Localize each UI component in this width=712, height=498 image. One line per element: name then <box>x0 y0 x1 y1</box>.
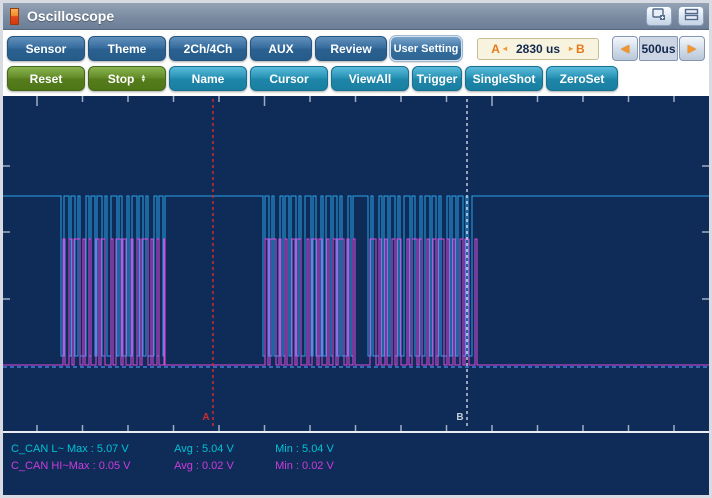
ab-left-arrow-icon: ◂ <box>502 44 507 53</box>
theme-button[interactable]: Theme <box>88 36 166 61</box>
channel-2-min: Min : 0.02 V <box>275 460 334 472</box>
new-window-icon <box>651 8 667 24</box>
timebase-decrease-button[interactable]: ◀ <box>612 36 638 61</box>
channel-2-measurements: C_CAN HI~Max : 0.05 V Avg : 0.02 V Min :… <box>11 458 709 475</box>
new-window-button[interactable] <box>646 6 672 26</box>
window-title: Oscilloscope <box>27 8 115 24</box>
ab-delta-value: 2830 us <box>515 41 561 56</box>
reset-button[interactable]: Reset <box>7 66 85 91</box>
cursor-a-label: A <box>202 412 210 423</box>
channel-2-max: C_CAN HI~Max : 0.05 V <box>11 460 131 472</box>
stop-run-button[interactable]: Stop ▲ ▼ <box>88 66 166 91</box>
singleshot-button[interactable]: SingleShot <box>465 66 543 91</box>
measurement-panel: C_CAN L~ Max : 5.07 V Avg : 5.04 V Min :… <box>3 436 709 495</box>
cursor-b-label: B <box>456 412 464 423</box>
toolbar-row-1: Sensor Theme 2Ch/4Ch AUX Review User Set… <box>7 36 709 61</box>
ab-right-arrow-icon: ▸ <box>569 44 574 53</box>
left-triangle-icon: ◀ <box>620 43 630 55</box>
stop-label: Stop <box>107 71 135 86</box>
trigger-button[interactable]: Trigger <box>412 66 462 91</box>
cursor-a-letter: A <box>491 41 500 56</box>
toolbar-row-2: Reset Stop ▲ ▼ Name Cursor ViewAll Trigge… <box>7 66 709 91</box>
split-view-icon <box>684 8 699 24</box>
waveform-display[interactable]: A B <box>3 96 709 436</box>
split-view-button[interactable] <box>678 6 704 26</box>
aux-button[interactable]: AUX <box>250 36 312 61</box>
app-badge-icon <box>10 7 19 25</box>
name-button[interactable]: Name <box>169 66 247 91</box>
user-setting-button[interactable]: User Setting <box>390 36 462 61</box>
cursor-button[interactable]: Cursor <box>250 66 328 91</box>
sensor-button[interactable]: Sensor <box>7 36 85 61</box>
scope-canvas[interactable] <box>3 96 709 436</box>
timebase-value: 500us <box>639 36 678 61</box>
run-state-spinner-icon: ▲ ▼ <box>140 73 147 84</box>
timebase-increase-button[interactable]: ▶ <box>679 36 705 61</box>
cursor-ab-readout[interactable]: A ◂ 2830 us ▸ B <box>477 37 599 60</box>
review-button[interactable]: Review <box>315 36 387 61</box>
cursor-b-letter: B <box>576 41 585 56</box>
channel-1-max: C_CAN L~ Max : 5.07 V <box>11 443 129 455</box>
timebase-control: ◀ 500us ▶ <box>612 36 705 61</box>
channel-2-avg: Avg : 0.02 V <box>174 460 234 472</box>
viewall-button[interactable]: ViewAll <box>331 66 409 91</box>
toolbar: Sensor Theme 2Ch/4Ch AUX Review User Set… <box>3 30 709 96</box>
channel-mode-button[interactable]: 2Ch/4Ch <box>169 36 247 61</box>
channel-1-measurements: C_CAN L~ Max : 5.07 V Avg : 5.04 V Min :… <box>11 441 709 458</box>
right-triangle-icon: ▶ <box>687 43 697 55</box>
zeroset-button[interactable]: ZeroSet <box>546 66 618 91</box>
channel-1-avg: Avg : 5.04 V <box>174 443 234 455</box>
window-controls <box>646 6 704 26</box>
title-bar: Oscilloscope <box>3 3 709 30</box>
channel-1-min: Min : 5.04 V <box>275 443 334 455</box>
